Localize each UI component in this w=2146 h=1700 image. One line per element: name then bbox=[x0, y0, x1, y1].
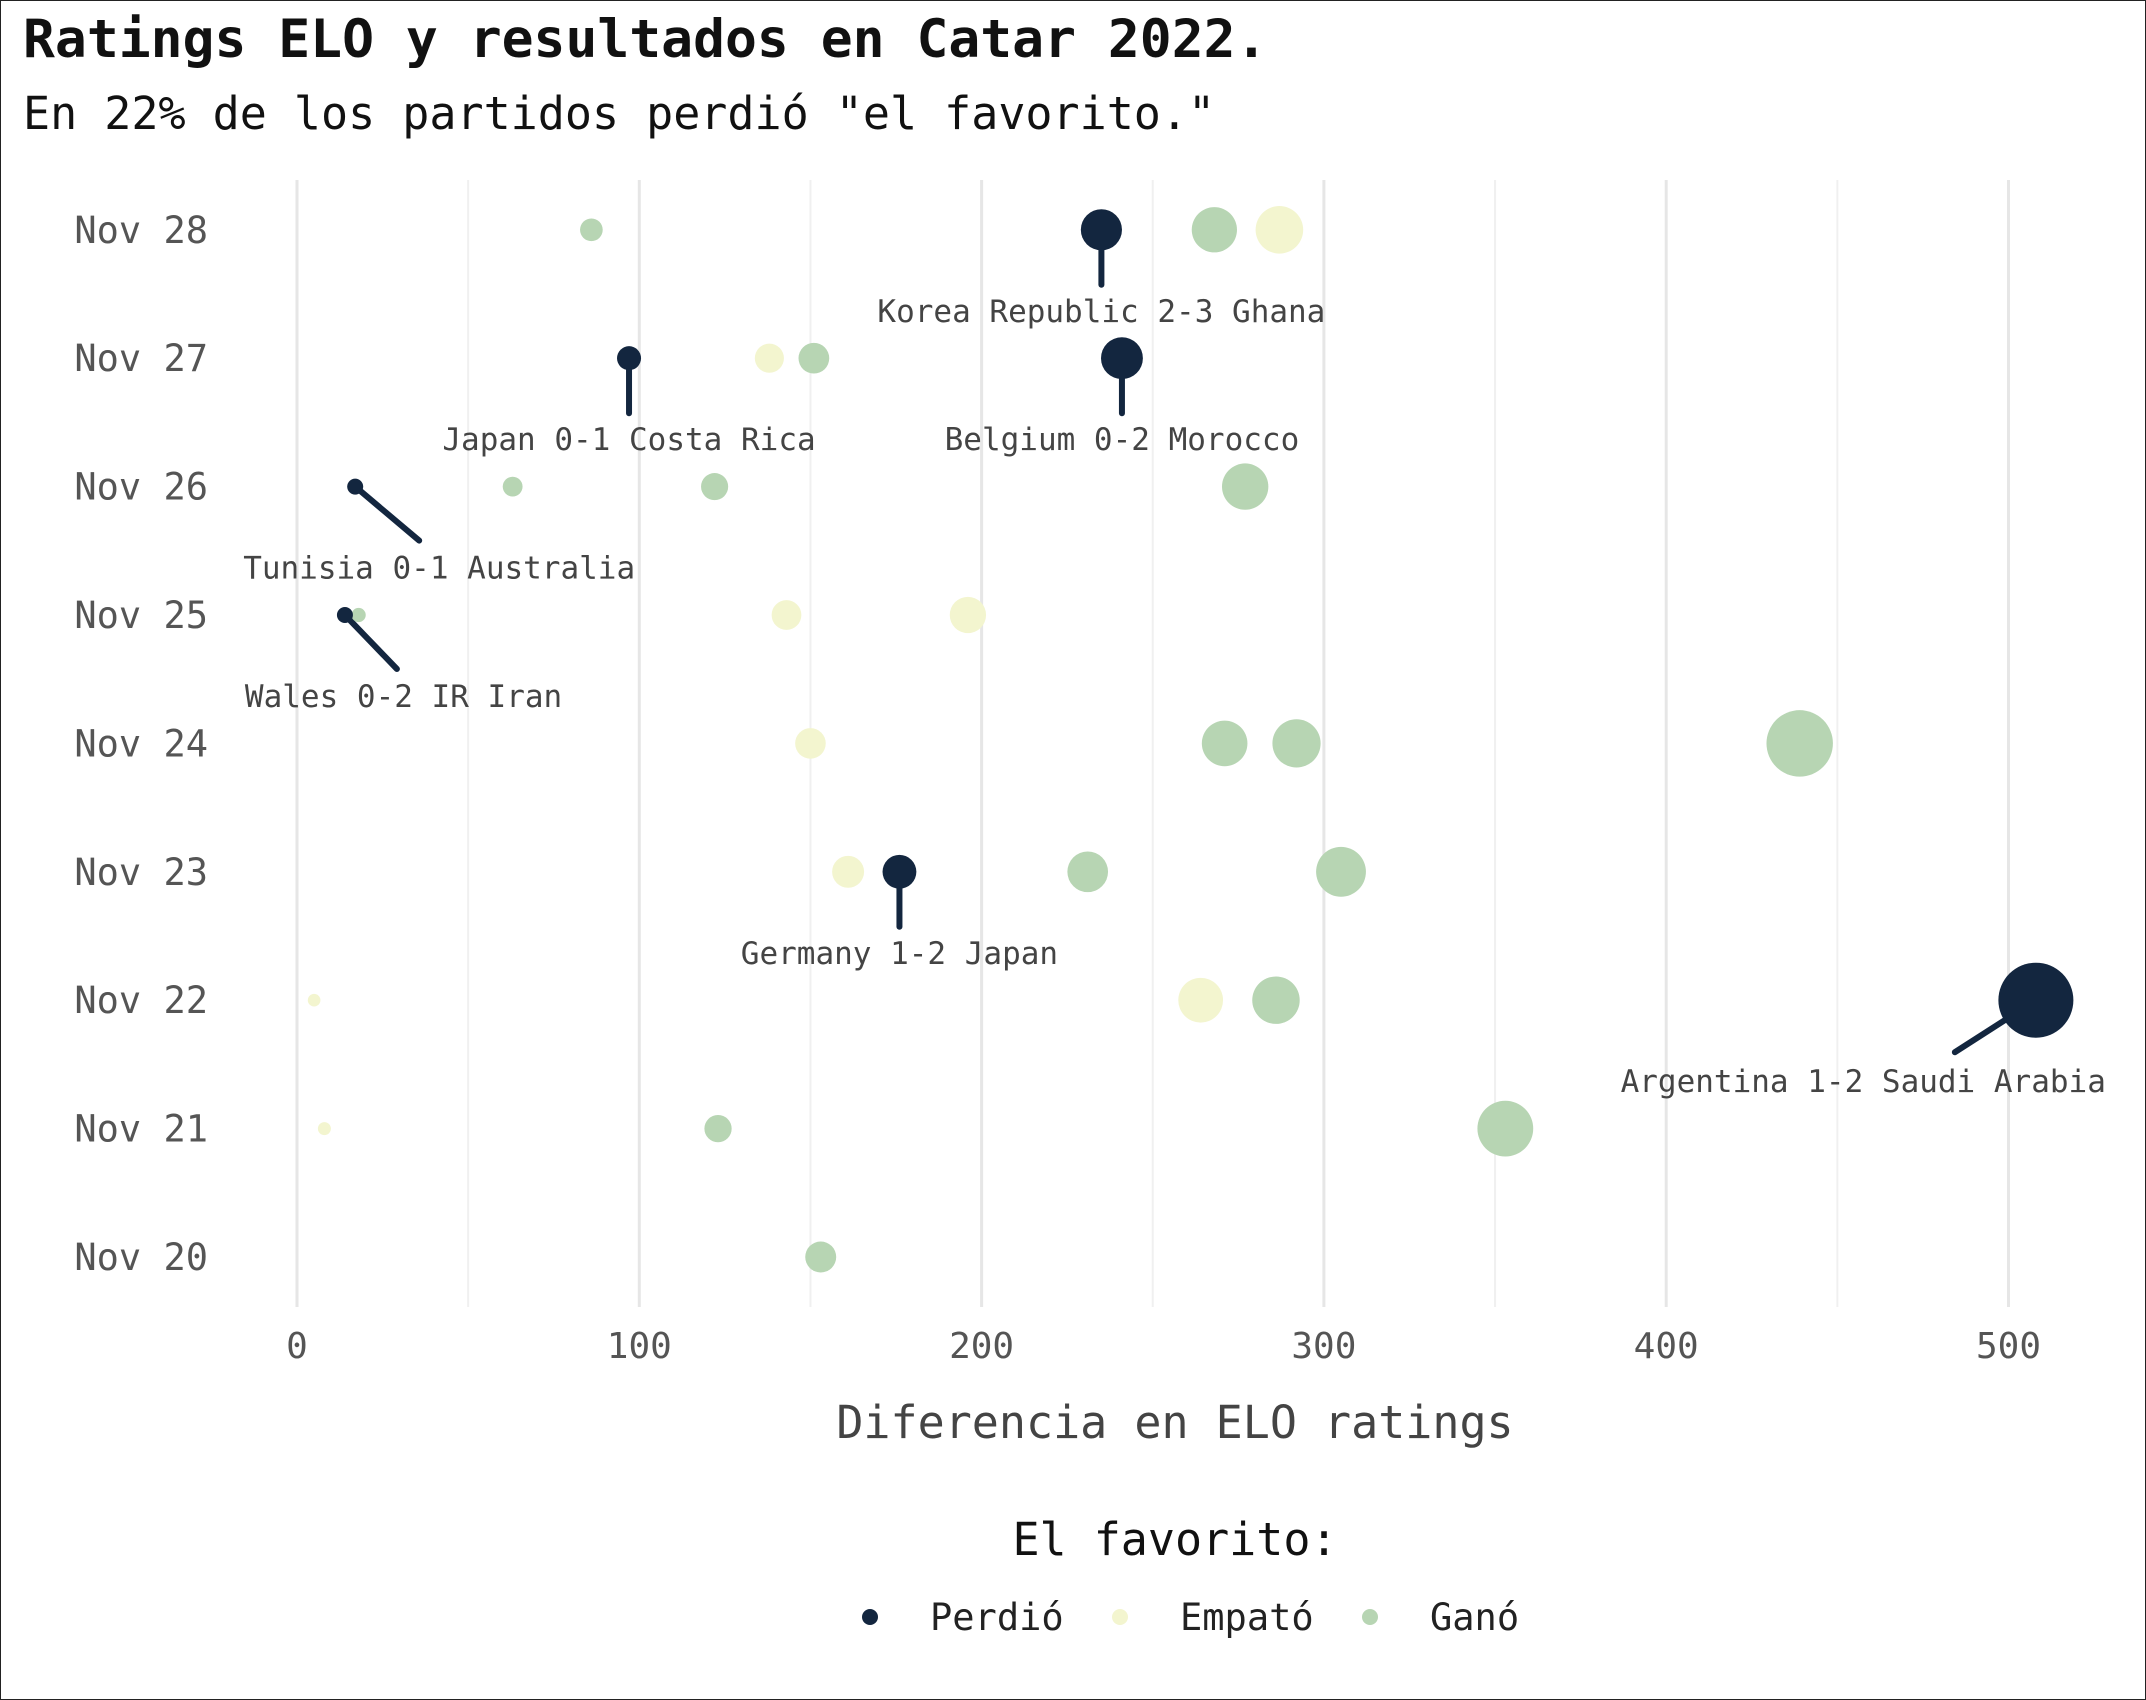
x-axis-label: Diferencia en ELO ratings bbox=[836, 1396, 1513, 1449]
data-point-won bbox=[1766, 710, 1833, 777]
data-point-lost bbox=[882, 854, 917, 889]
data-points bbox=[307, 206, 2074, 1273]
callout-label: Tunisia 0-1 Australia bbox=[243, 551, 635, 587]
y-tick-label: Nov 23 bbox=[74, 851, 208, 894]
data-point-drew bbox=[832, 855, 865, 888]
data-point-drew bbox=[1255, 206, 1304, 254]
data-point-won bbox=[1221, 463, 1269, 510]
data-point-drew bbox=[795, 728, 826, 759]
x-tick-label: 200 bbox=[949, 1326, 1014, 1367]
callout-label: Korea Republic 2-3 Ghana bbox=[877, 294, 1325, 330]
data-point-won bbox=[1191, 207, 1237, 253]
data-point-lost bbox=[617, 346, 642, 371]
legend-swatch-drew bbox=[1112, 1609, 1128, 1625]
y-tick-label: Nov 28 bbox=[74, 209, 208, 252]
x-tick-label: 400 bbox=[1634, 1326, 1699, 1367]
y-tick-label: Nov 26 bbox=[74, 466, 208, 509]
data-point-lost bbox=[1998, 962, 2074, 1038]
data-point-lost bbox=[347, 478, 364, 495]
legend-label-won: Ganó bbox=[1430, 1596, 1519, 1639]
data-point-drew bbox=[949, 596, 987, 634]
y-tick-label: Nov 27 bbox=[74, 337, 208, 380]
legend: Perdió Empató Ganó bbox=[862, 1596, 1519, 1639]
data-point-won bbox=[1477, 1100, 1534, 1157]
y-tick-label: Nov 20 bbox=[74, 1236, 208, 1279]
legend-label-drew: Empató bbox=[1180, 1596, 1314, 1639]
y-tick-label: Nov 25 bbox=[74, 594, 208, 637]
y-tick-label: Nov 24 bbox=[74, 722, 208, 765]
data-point-lost bbox=[1101, 337, 1143, 380]
data-point-lost bbox=[1080, 209, 1122, 251]
annotation-callouts: Argentina 1-2 Saudi Arabia Germany 1-2 Ja… bbox=[243, 226, 2106, 1100]
data-point-won bbox=[1067, 851, 1109, 893]
data-point-drew bbox=[771, 600, 802, 630]
data-point-lost bbox=[336, 607, 353, 623]
callout-label: Germany 1-2 Japan bbox=[741, 936, 1058, 972]
legend-swatch-won bbox=[1362, 1609, 1378, 1625]
data-point-drew bbox=[307, 993, 321, 1007]
callout-label: Argentina 1-2 Saudi Arabia bbox=[1621, 1064, 2106, 1100]
x-axis-tick-labels: 0 100 200 300 400 500 bbox=[286, 1326, 2041, 1367]
data-point-won bbox=[1252, 976, 1300, 1024]
x-tick-label: 100 bbox=[607, 1326, 672, 1367]
x-tick-label: 0 bbox=[286, 1326, 308, 1367]
callout-line bbox=[352, 483, 423, 544]
legend-title: El favorito: bbox=[1012, 1513, 1337, 1566]
callout-label: Wales 0-2 IR Iran bbox=[245, 679, 562, 715]
y-tick-label: Nov 22 bbox=[74, 979, 208, 1022]
legend-label-lost: Perdió bbox=[930, 1596, 1064, 1639]
data-point-drew bbox=[754, 343, 784, 373]
data-point-won bbox=[351, 607, 366, 623]
data-point-won bbox=[798, 342, 830, 374]
callout-label: Belgium 0-2 Morocco bbox=[945, 422, 1300, 458]
chart-subtitle: En 22% de los partidos perdió "el favori… bbox=[23, 87, 1216, 140]
data-point-won bbox=[580, 218, 603, 242]
y-tick-label: Nov 21 bbox=[74, 1108, 208, 1151]
data-point-won bbox=[701, 473, 729, 501]
legend-swatch-lost bbox=[862, 1609, 878, 1625]
data-point-won bbox=[1272, 719, 1321, 768]
data-point-drew bbox=[1178, 977, 1224, 1023]
data-point-won bbox=[1201, 720, 1248, 767]
chart-title: Ratings ELO y resultados en Catar 2022. bbox=[23, 9, 1268, 70]
x-tick-label: 500 bbox=[1976, 1326, 2041, 1367]
callout-label: Japan 0-1 Costa Rica bbox=[442, 422, 815, 458]
y-axis-tick-labels: Nov 20 Nov 21 Nov 22 Nov 23 Nov 24 Nov 25 Nov … bbox=[74, 209, 208, 1279]
callout-line bbox=[341, 612, 400, 672]
data-point-won bbox=[1316, 846, 1366, 897]
data-point-won bbox=[805, 1241, 837, 1273]
grid-lines bbox=[295, 180, 2010, 1307]
data-point-won bbox=[502, 476, 523, 497]
x-tick-label: 300 bbox=[1291, 1326, 1356, 1367]
data-point-drew bbox=[317, 1122, 331, 1136]
data-point-won bbox=[704, 1114, 732, 1143]
